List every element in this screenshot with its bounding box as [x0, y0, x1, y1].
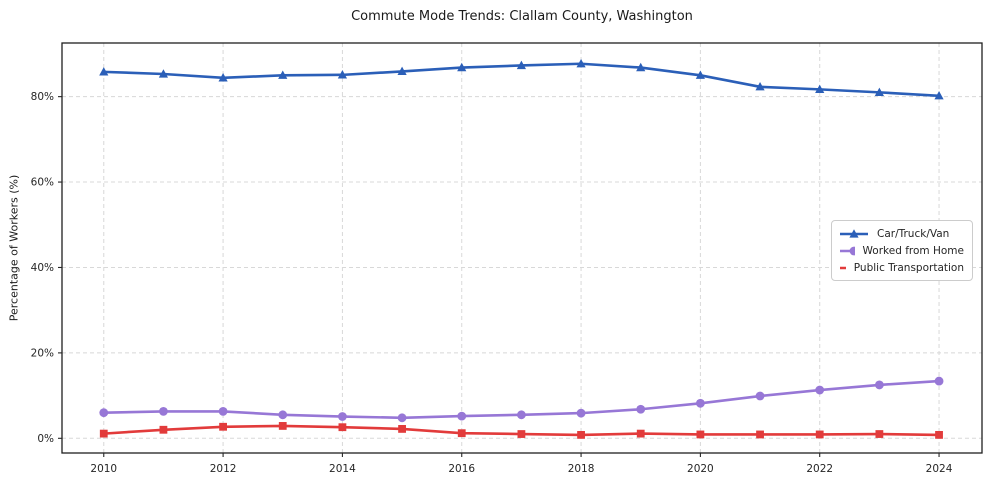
triangle-marker-icon	[840, 228, 868, 238]
x-tick-label: 2020	[687, 463, 714, 475]
x-tick-label: 2014	[329, 463, 356, 475]
x-tick-label: 2012	[210, 463, 237, 475]
y-tick-label: 60%	[31, 177, 54, 189]
x-tick-label: 2018	[568, 463, 595, 475]
x-tick-label: 2024	[926, 463, 953, 475]
legend-label: Worked from Home	[862, 244, 964, 257]
plot-frame	[61, 42, 983, 454]
x-tick-label: 2016	[448, 463, 475, 475]
legend-item: Public Transportation	[839, 261, 964, 274]
y-tick-label: 0%	[37, 433, 54, 445]
y-tick-label: 40%	[31, 262, 54, 274]
circle-marker-icon	[840, 246, 855, 255]
gridlines	[62, 43, 982, 453]
legend-label: Car/Truck/Van	[877, 227, 950, 240]
legend-item: Car/Truck/Van	[839, 227, 964, 240]
axis-ticks	[58, 96, 940, 457]
y-tick-label: 20%	[31, 347, 54, 359]
x-tick-label: 2010	[90, 463, 117, 475]
y-tick-label: 80%	[31, 91, 54, 103]
x-tick-label: 2022	[806, 463, 833, 475]
chart-legend: Car/Truck/Van Worked from Home Public Tran…	[831, 220, 973, 281]
legend-item: Worked from Home	[839, 244, 964, 257]
square-marker-icon	[840, 266, 846, 269]
series-worked-from-home	[99, 376, 944, 423]
series-public-transportation	[99, 422, 943, 439]
chart-title: Commute Mode Trends: Clallam County, Was…	[351, 9, 693, 24]
legend-label: Public Transportation	[853, 261, 964, 274]
series-car-truck-van	[99, 58, 944, 100]
axis-tick-labels: 0% 20% 40% 60% 80% 2010 2012 2014 2016 2018 2020 20…	[31, 91, 953, 475]
